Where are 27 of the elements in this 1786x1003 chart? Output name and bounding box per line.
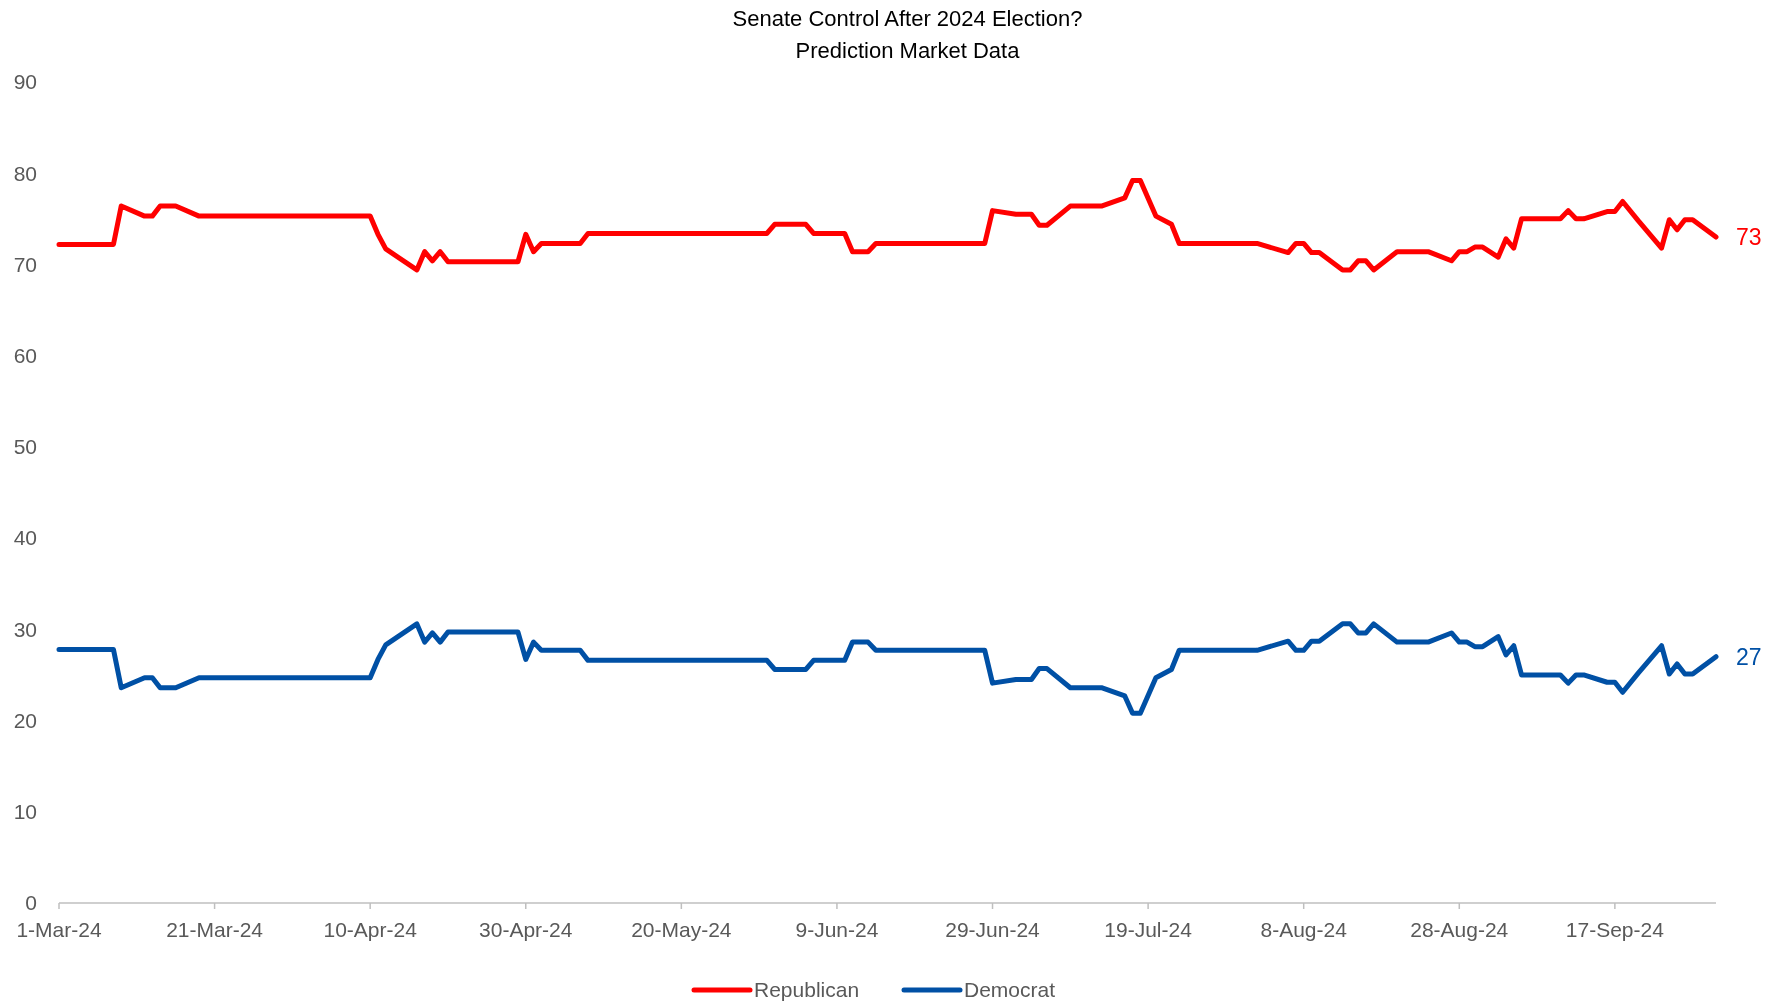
chart-subtitle: Prediction Market Data xyxy=(795,38,1021,63)
x-tick-label: 30-Apr-24 xyxy=(479,918,573,941)
legend-label: Republican xyxy=(754,978,860,1002)
legend-label: Democrat xyxy=(964,978,1056,1002)
y-tick-label: 80 xyxy=(13,161,37,185)
data-label: 27 xyxy=(1736,643,1762,670)
x-tick-label: 20-May-24 xyxy=(631,918,732,941)
x-tick-label: 9-Jun-24 xyxy=(795,918,879,941)
x-tick-label: 19-Jul-24 xyxy=(1104,918,1193,941)
x-tick-label: 8-Aug-24 xyxy=(1260,918,1348,941)
y-tick-label: 30 xyxy=(13,617,37,641)
x-tick-label: 21-Mar-24 xyxy=(166,918,264,941)
y-tick-label: 0 xyxy=(25,891,37,915)
chart-title: Senate Control After 2024 Election? xyxy=(732,6,1083,31)
y-tick-label: 40 xyxy=(13,526,37,550)
data-label: 73 xyxy=(1736,224,1762,251)
y-tick-label: 90 xyxy=(13,70,37,94)
y-tick-label: 60 xyxy=(13,344,37,368)
x-tick-label: 1-Mar-24 xyxy=(16,918,102,941)
y-tick-label: 10 xyxy=(13,800,37,824)
y-tick-label: 50 xyxy=(13,435,37,459)
y-tick-label: 20 xyxy=(13,708,37,732)
x-tick-label: 17-Sep-24 xyxy=(1565,918,1665,941)
x-tick-label: 10-Apr-24 xyxy=(323,918,418,941)
x-tick-label: 29-Jun-24 xyxy=(945,918,1041,941)
y-tick-label: 70 xyxy=(13,252,37,276)
x-tick-label: 28-Aug-24 xyxy=(1410,918,1509,941)
